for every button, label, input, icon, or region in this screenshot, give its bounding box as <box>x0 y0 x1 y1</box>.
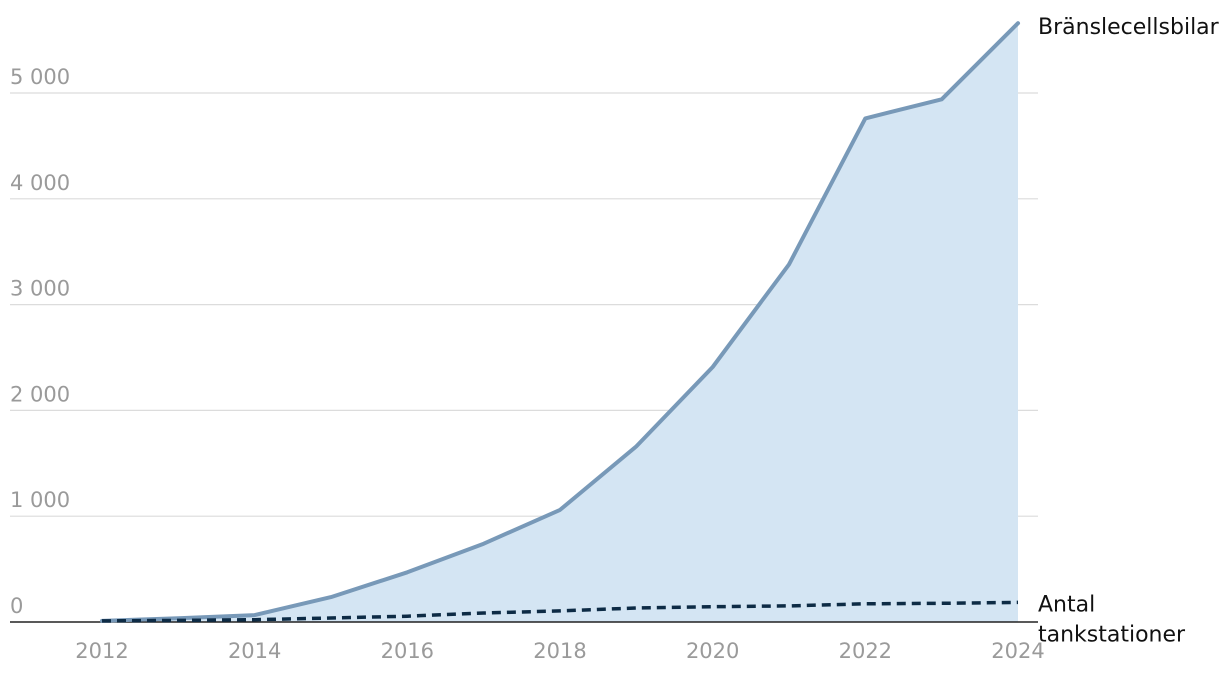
y-tick-label: 5 000 <box>10 65 70 89</box>
y-tick-label: 0 <box>10 594 23 618</box>
series-area-0 <box>102 23 1018 622</box>
series-label-1-line-1: tankstationer <box>1038 622 1186 647</box>
x-tick-label: 2012 <box>75 639 128 663</box>
areas <box>102 23 1018 622</box>
y-tick-label: 2 000 <box>10 382 70 406</box>
series-line-1 <box>101 600 1019 623</box>
y-tick-label: 1 000 <box>10 488 70 512</box>
y-axis-ticks: 0 1 000 2 000 3 000 4 000 5 000 <box>10 65 70 618</box>
series-lines <box>100 21 1020 623</box>
x-tick-label: 2014 <box>228 639 281 663</box>
series-line-0 <box>100 21 1020 623</box>
x-tick-label: 2018 <box>533 639 586 663</box>
series-label-0: Bränslecellsbilar <box>1038 15 1220 40</box>
series-label-1-line-0: Antal <box>1038 592 1095 617</box>
x-tick-label: 2016 <box>381 639 434 663</box>
x-tick-label: 2024 <box>991 639 1044 663</box>
y-tick-label: 4 000 <box>10 171 70 195</box>
y-tick-label: 3 000 <box>10 277 70 301</box>
x-tick-label: 2020 <box>686 639 739 663</box>
x-axis-ticks: 2012 2014 2016 2018 2020 2022 2024 <box>75 639 1044 663</box>
x-tick-label: 2022 <box>839 639 892 663</box>
series-labels: Bränslecellsbilar Antal tankstationer <box>1038 15 1220 647</box>
